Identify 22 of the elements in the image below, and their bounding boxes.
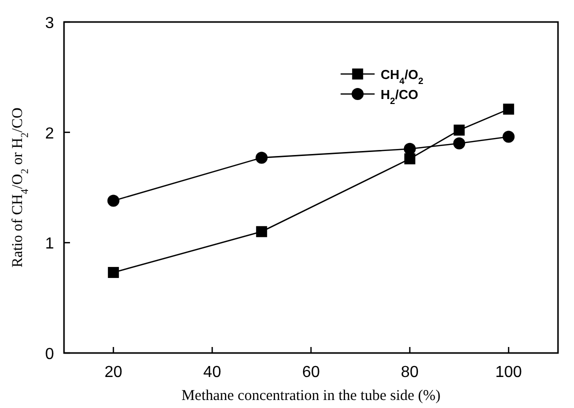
x-axis-title: Methane concentration in the tube side (%) [181,388,441,404]
x-tick-label: 40 [203,364,222,381]
point [404,142,416,155]
x-tick-label: 20 [104,364,122,381]
legend-label: CH$_{4}$/O$_{2}$ [380,67,424,86]
y-tick-label: 0 [45,346,54,363]
point [454,124,465,136]
point [453,137,466,150]
y-tick-label: 3 [45,15,54,32]
y-tick-label: 2 [45,125,54,142]
point [256,152,268,164]
y-tick-label: 1 [45,236,54,253]
x-tick-label: 80 [400,364,419,381]
point [256,226,268,238]
point [108,266,119,278]
point [502,130,515,143]
point [107,194,120,207]
point [404,153,416,164]
x-tick-label: 60 [302,364,320,381]
x-tick-label: 100 [495,364,522,381]
point [503,104,514,115]
legend-label: H$_{2}$/CO [380,87,418,106]
